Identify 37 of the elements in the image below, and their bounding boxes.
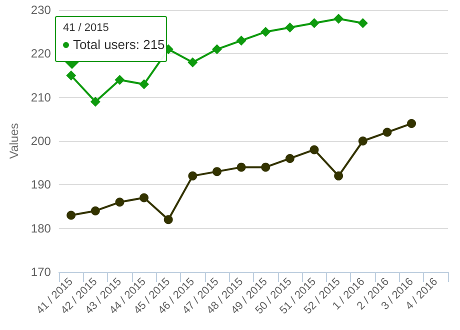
annotation: Total users: 215 — [73, 36, 165, 52]
y-tick-label: 230 — [30, 3, 52, 17]
y-tick-label: 220 — [30, 46, 52, 61]
point — [334, 171, 344, 180]
point — [114, 74, 125, 85]
point — [358, 136, 368, 146]
y-tick-label: 210 — [30, 90, 52, 104]
point — [236, 36, 246, 46]
point — [164, 215, 173, 224]
y-tick-label: 190 — [30, 178, 52, 192]
point — [188, 171, 198, 180]
point — [310, 145, 319, 154]
point — [140, 193, 149, 202]
point — [382, 128, 392, 137]
point — [139, 79, 150, 90]
point — [212, 167, 222, 176]
point — [212, 44, 222, 54]
point — [407, 119, 416, 128]
point — [90, 206, 100, 216]
point — [115, 198, 124, 207]
point — [309, 18, 320, 28]
point — [66, 70, 76, 80]
point — [66, 210, 76, 220]
y-tick-label: 170 — [30, 265, 52, 279]
point — [90, 96, 100, 107]
point — [260, 26, 271, 37]
point — [236, 162, 246, 172]
y-tick-label: 200 — [30, 134, 52, 148]
point — [358, 18, 368, 28]
y-tick-label: 180 — [30, 221, 52, 236]
point — [285, 154, 294, 163]
point — [188, 57, 198, 68]
annotation: 41 / 2015 — [63, 22, 109, 34]
point — [261, 162, 270, 172]
y-axis-title: Values — [7, 123, 21, 159]
point — [334, 14, 344, 24]
point — [284, 22, 295, 32]
